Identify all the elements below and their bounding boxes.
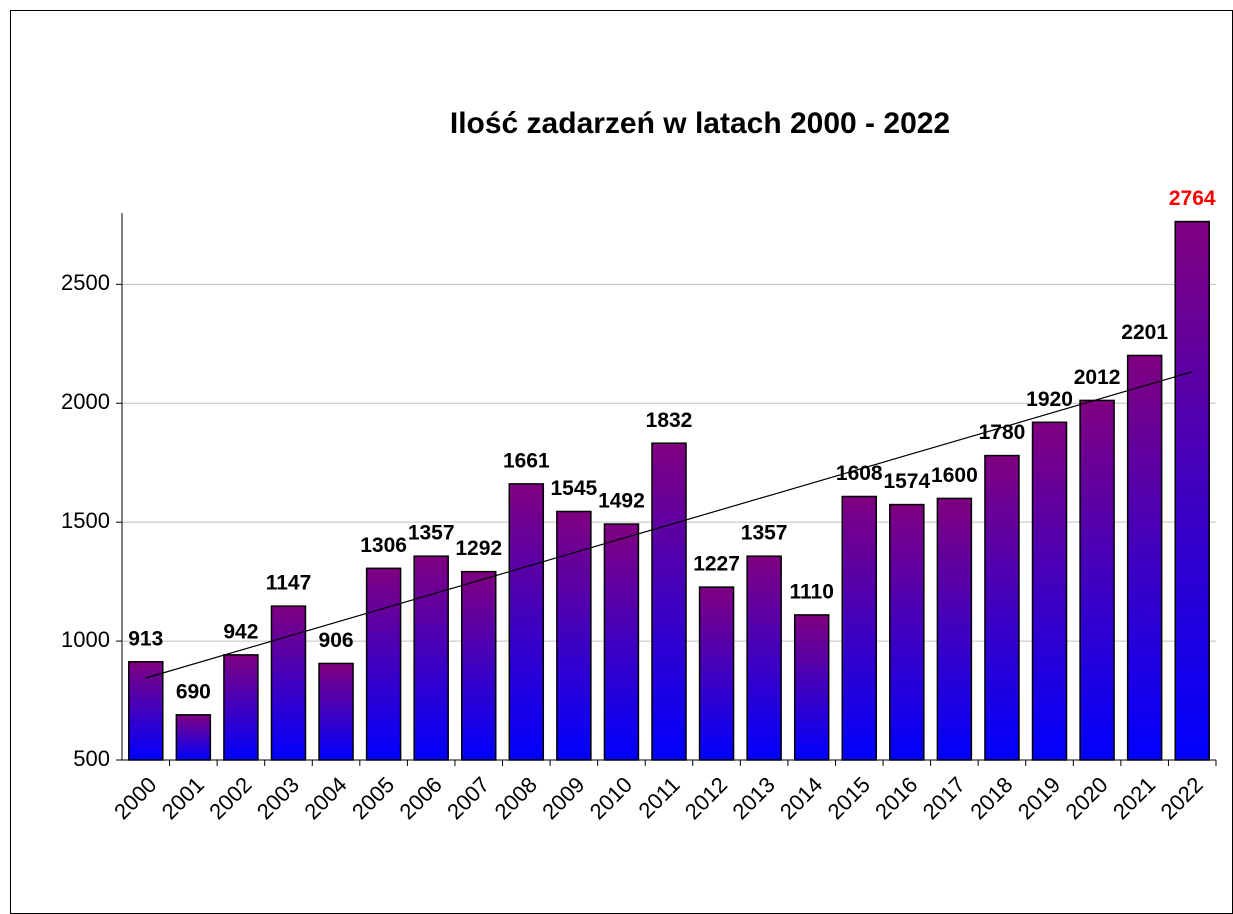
value-label: 2201 [1121, 321, 1168, 344]
bar [651, 442, 687, 761]
bar [889, 503, 925, 761]
x-tick-label: 2018 [965, 772, 1017, 824]
value-label: 1306 [360, 534, 407, 557]
x-tick-label: 2009 [537, 772, 589, 824]
bar [841, 495, 878, 761]
bar [936, 497, 973, 761]
bar [365, 567, 402, 761]
value-label: 913 [128, 627, 163, 650]
value-label: 1545 [551, 477, 598, 500]
y-tick-label: 1500 [61, 508, 110, 533]
x-tick-label: 2021 [1108, 772, 1160, 824]
bar [223, 654, 259, 761]
x-tick-label: 2004 [299, 772, 351, 824]
x-tick-label: 2022 [1156, 772, 1208, 824]
value-label: 1600 [931, 464, 978, 487]
bar [175, 714, 212, 761]
value-label: 1661 [503, 449, 550, 472]
trendline [145, 371, 1193, 679]
x-tick-label: 2003 [252, 772, 304, 824]
x-tick-label: 2019 [1013, 772, 1065, 824]
bar [984, 454, 1020, 761]
bar [698, 586, 735, 761]
value-label: 1110 [789, 580, 833, 603]
x-tick-label: 2017 [918, 772, 970, 824]
chart-title: Ilość zadarzeń w latach 2000 - 2022 [450, 107, 950, 140]
x-tick-label: 2014 [775, 772, 827, 824]
value-label: 1227 [693, 553, 740, 576]
x-tick-label: 2011 [634, 772, 685, 823]
bar [413, 555, 449, 761]
x-tick-label: 2005 [347, 772, 399, 824]
x-tick-label: 2013 [727, 772, 779, 824]
x-tick-label: 2000 [109, 772, 161, 824]
bar [793, 614, 830, 761]
x-tick-label: 2012 [680, 772, 732, 824]
value-label: 1357 [408, 522, 455, 545]
bar [128, 661, 164, 761]
bar [1126, 354, 1163, 761]
bar [270, 605, 307, 761]
bar [1174, 220, 1210, 761]
x-tick-label: 2015 [823, 772, 875, 824]
y-tick-label: 1000 [61, 627, 110, 652]
x-tick-label: 2020 [1060, 772, 1112, 824]
value-label: 1832 [646, 409, 693, 432]
value-label: 1147 [266, 572, 312, 595]
y-tick-label: 2500 [61, 270, 110, 295]
bar [603, 523, 640, 761]
bar [508, 483, 545, 761]
value-label: 1920 [1026, 388, 1073, 411]
value-label: 690 [176, 680, 211, 703]
y-tick-label: 2000 [61, 389, 110, 414]
x-tick-label: 2002 [204, 772, 256, 824]
x-tick-label: 2007 [442, 772, 494, 824]
bar [746, 555, 782, 761]
value-label: 1780 [979, 421, 1026, 444]
bar [1031, 421, 1068, 761]
x-tick-label: 2001 [157, 772, 209, 824]
bar [460, 570, 497, 761]
value-label: 942 [223, 620, 258, 643]
value-label: 906 [319, 629, 354, 652]
value-label: 1357 [741, 522, 788, 545]
bar [318, 662, 354, 761]
x-tick-label: 2006 [395, 772, 447, 824]
value-label: 1292 [455, 537, 502, 560]
x-tick-label: 2010 [585, 772, 637, 824]
x-tick-label: 2008 [490, 772, 542, 824]
value-label: 1574 [883, 470, 930, 493]
value-label: 1608 [836, 462, 883, 485]
value-label: 1492 [598, 490, 645, 513]
bar [1079, 399, 1115, 761]
value-label: 2012 [1074, 366, 1121, 389]
x-tick-label: 2016 [870, 772, 922, 824]
value-label: 2764 [1169, 187, 1216, 210]
y-tick-label: 500 [73, 746, 110, 771]
